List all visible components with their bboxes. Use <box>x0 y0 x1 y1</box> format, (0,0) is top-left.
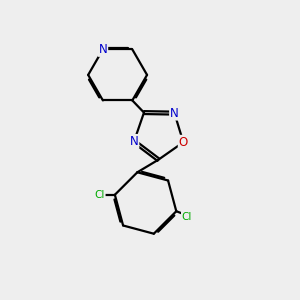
Text: N: N <box>170 106 179 120</box>
Text: O: O <box>179 136 188 149</box>
Text: Cl: Cl <box>182 212 192 222</box>
Text: N: N <box>130 135 138 148</box>
Text: N: N <box>98 43 107 56</box>
Text: Cl: Cl <box>94 190 105 200</box>
